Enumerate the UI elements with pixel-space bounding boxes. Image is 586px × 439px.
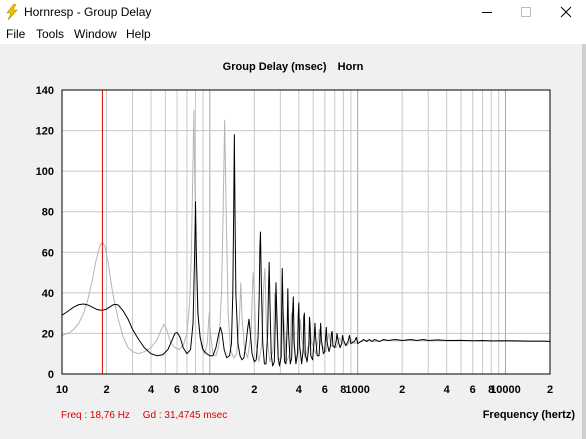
x-tick-label: 2 xyxy=(547,384,553,396)
series-line-primary xyxy=(62,134,550,367)
chart-title: Group Delay (msec) Horn xyxy=(0,61,586,73)
x-tick-label: 8 xyxy=(340,384,346,396)
plot-area xyxy=(62,90,550,374)
x-tick-label: 100 xyxy=(201,384,219,396)
x-tick-label: 6 xyxy=(174,384,180,396)
y-tick-label: 0 xyxy=(48,369,54,381)
window-title: Hornresp - Group Delay xyxy=(24,5,152,19)
y-tick-label: 120 xyxy=(36,126,54,138)
x-tick-label: 10000 xyxy=(490,384,521,396)
x-axis-label: Frequency (hertz) xyxy=(482,409,575,421)
menu-tools[interactable]: Tools xyxy=(36,27,65,41)
x-tick-label: 6 xyxy=(470,384,476,396)
chart-title-main: Group Delay (msec) xyxy=(222,61,327,73)
x-tick-label: 2 xyxy=(103,384,109,396)
x-tick-label: 2 xyxy=(251,384,257,396)
y-tick-label: 80 xyxy=(42,207,54,219)
x-tick-label: 8 xyxy=(192,384,198,396)
plot-frame xyxy=(61,89,551,375)
cursor-gd: Gd : 31,4745 msec xyxy=(142,410,228,421)
x-tick-label: 4 xyxy=(444,384,451,396)
maximize-button[interactable] xyxy=(506,0,546,24)
window-border xyxy=(582,44,586,439)
y-tick-label: 60 xyxy=(42,247,54,259)
x-tick-label: 4 xyxy=(148,384,155,396)
x-tick-label: 8 xyxy=(488,384,494,396)
x-tick-label: 1000 xyxy=(345,384,369,396)
x-tick-label: 10 xyxy=(56,384,68,396)
cursor-freq: Freq : 18,76 Hz xyxy=(61,410,130,421)
x-tick-label: 6 xyxy=(322,384,328,396)
y-tick-label: 40 xyxy=(42,288,54,300)
y-tick-label: 140 xyxy=(36,85,54,97)
menu-help[interactable]: Help xyxy=(126,27,151,41)
menu-window[interactable]: Window xyxy=(74,27,117,41)
y-tick-label: 20 xyxy=(42,328,54,340)
minimize-button[interactable] xyxy=(466,0,506,24)
x-tick-label: 2 xyxy=(399,384,405,396)
close-button[interactable] xyxy=(546,0,586,24)
cursor-readout: Freq : 18,76 Hz Gd : 31,4745 msec xyxy=(61,410,237,421)
lightning-bolt-icon xyxy=(6,4,18,20)
y-tick-label: 100 xyxy=(36,166,54,178)
menu-bar: File Tools Window Help xyxy=(0,24,586,44)
chart-title-sub: Horn xyxy=(337,61,364,73)
title-bar[interactable]: Hornresp - Group Delay xyxy=(0,0,586,24)
menu-file[interactable]: File xyxy=(6,27,26,41)
x-tick-label: 4 xyxy=(296,384,303,396)
